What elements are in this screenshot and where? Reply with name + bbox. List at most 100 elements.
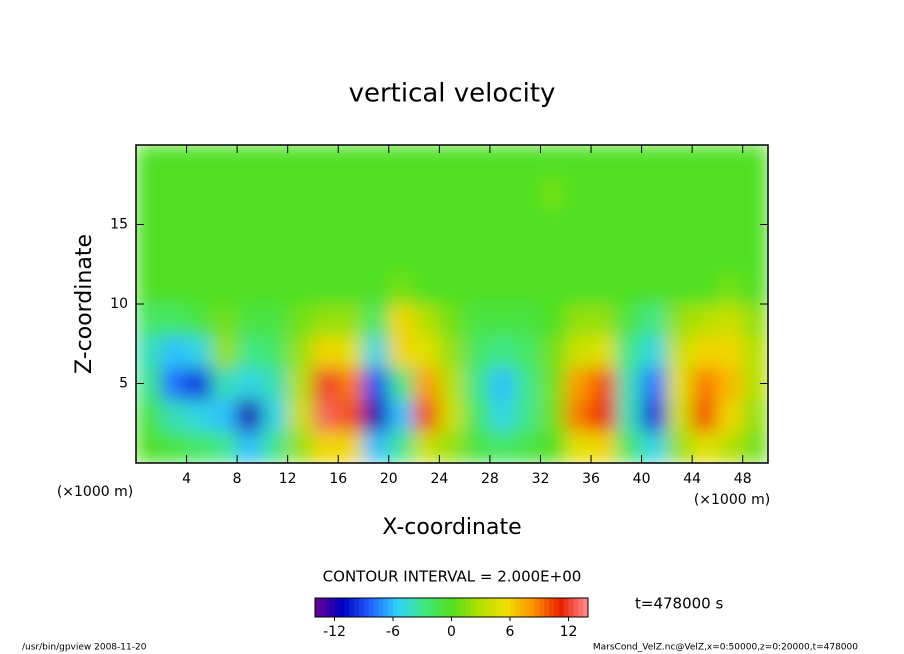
colorbar-band — [485, 598, 491, 617]
field-cell — [160, 398, 188, 432]
field-cell — [136, 335, 162, 369]
field-cell — [160, 145, 188, 178]
y-tick-label: 10 — [110, 296, 128, 312]
field-cell — [186, 176, 213, 210]
colorbar-band — [553, 598, 560, 617]
field-cell — [514, 145, 541, 178]
field-cell — [186, 271, 213, 305]
colorbar-band — [349, 598, 355, 617]
field-cell — [413, 367, 440, 400]
field-cell — [464, 303, 491, 337]
colorbar-band — [388, 598, 394, 617]
field-cell — [261, 430, 289, 463]
field-cell — [514, 335, 541, 369]
field-cell — [565, 430, 592, 463]
field-cell — [514, 176, 541, 210]
colorbar-band — [500, 598, 506, 617]
field-cell — [539, 176, 567, 210]
field-cell — [539, 335, 567, 369]
field-cell — [388, 208, 415, 241]
field-cell — [691, 208, 718, 241]
field-cell — [716, 145, 744, 178]
colorbar-tick-label: -6 — [386, 624, 400, 640]
colorbar-band — [524, 598, 530, 617]
field-cell — [363, 430, 390, 463]
field-cell — [287, 145, 314, 178]
field-cell — [666, 430, 693, 463]
colorbar-band — [417, 598, 423, 617]
field-cell — [691, 398, 718, 432]
colorbar-band — [505, 598, 511, 617]
field-cell — [716, 430, 744, 463]
field-cell — [236, 208, 263, 241]
field-cell — [539, 145, 567, 178]
field-cell — [363, 303, 390, 337]
field-cell — [716, 335, 744, 369]
field-cell — [136, 239, 162, 273]
field-cell — [211, 208, 238, 241]
field-cell — [337, 208, 365, 241]
colorbar-band — [324, 598, 331, 617]
field-cell — [438, 335, 466, 369]
x-tick-label: 8 — [233, 471, 242, 487]
field-cell — [615, 239, 643, 273]
field-cell — [337, 239, 365, 273]
field-cell — [641, 145, 668, 178]
field-cell — [413, 239, 440, 273]
field-cell — [287, 430, 314, 463]
footer-right: MarsCond_VelZ.nc@VelZ,x=0:50000,z=0:2000… — [593, 643, 858, 653]
field-cell — [615, 145, 643, 178]
field-cell — [464, 398, 491, 432]
field-cell — [590, 367, 617, 400]
colorbar-band — [329, 598, 335, 617]
colorbar-band — [368, 598, 374, 617]
field-cell — [388, 303, 415, 337]
field-cell — [489, 208, 516, 241]
colorbar-band — [558, 598, 565, 617]
field-cell — [363, 271, 390, 305]
field-cell — [287, 176, 314, 210]
field-cell — [539, 430, 567, 463]
field-cell — [363, 367, 390, 400]
y-axis-label: Z-coordinate — [72, 234, 97, 374]
field-cell — [236, 271, 263, 305]
x-tick-label: 40 — [633, 471, 651, 487]
field-cell — [691, 239, 718, 273]
field-cell — [160, 176, 188, 210]
field-cell — [590, 176, 617, 210]
field-cell — [514, 271, 541, 305]
field-cell — [312, 176, 339, 210]
field-cell — [287, 335, 314, 369]
time-label: t=478000 s — [635, 595, 723, 613]
colorbar-tick-label: 0 — [447, 624, 456, 640]
field-cell — [615, 398, 643, 432]
field-cell — [590, 239, 617, 273]
field-cell — [514, 398, 541, 432]
field-cell — [186, 367, 213, 400]
field-cell — [160, 239, 188, 273]
field-cell — [261, 398, 289, 432]
field-cell — [615, 430, 643, 463]
colorbar-band — [446, 598, 452, 617]
field-cell — [236, 176, 263, 210]
field-cell — [716, 208, 744, 241]
colorbar-band — [402, 598, 409, 617]
colorbar-band — [334, 598, 340, 617]
field-cell — [590, 208, 617, 241]
field-cell — [742, 398, 768, 432]
field-cell — [236, 239, 263, 273]
field-cell — [160, 430, 188, 463]
x-tick-label: 20 — [380, 471, 398, 487]
field-cell — [641, 303, 668, 337]
field-cell — [186, 398, 213, 432]
field-cell — [388, 335, 415, 369]
field-cell — [160, 367, 188, 400]
field-cell — [236, 367, 263, 400]
field-cell — [641, 367, 668, 400]
colorbar-band — [539, 598, 545, 617]
cells — [136, 145, 768, 463]
field-cell — [641, 176, 668, 210]
colorbar-band — [378, 598, 384, 617]
field-cell — [565, 271, 592, 305]
colorbar-band — [383, 598, 389, 617]
